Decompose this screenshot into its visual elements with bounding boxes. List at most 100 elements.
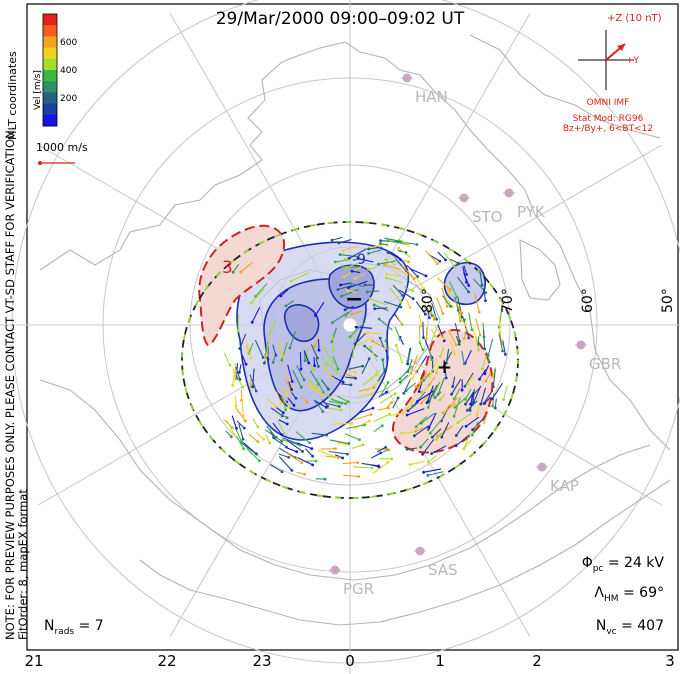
velocity-vector: [357, 257, 374, 263]
station-label-han: HAN: [415, 88, 448, 106]
velocity-vector: [323, 402, 340, 407]
velocity-vector: [441, 295, 451, 307]
velocity-vector: [498, 332, 504, 352]
velocity-vector: [439, 347, 445, 357]
velocity-vector: [466, 400, 478, 411]
lambda-symbol: Λ: [594, 585, 604, 601]
velocity-vector: [427, 346, 433, 360]
velocity-vector: [342, 244, 359, 252]
velocity-vector: [264, 429, 282, 442]
velocity-vector: [402, 398, 416, 414]
velocity-vector: [476, 402, 481, 416]
velocity-vector: [415, 372, 429, 387]
velocity-vector: [251, 306, 261, 323]
velocity-vector: [389, 287, 402, 303]
velocity-vectors: [222, 236, 508, 481]
heppner-maynard-boundary: [181, 221, 519, 499]
velocity-vector: [415, 427, 424, 432]
imf-z-label: +Z (10 nT): [607, 13, 662, 24]
velocity-vector: [448, 280, 458, 298]
mlt-label-0: 0: [345, 652, 355, 670]
positive-cell-dusk: [198, 224, 286, 347]
velocity-vector: [232, 263, 240, 273]
colorbar-segment: [43, 58, 57, 71]
contour-label-negative: -9: [352, 252, 366, 268]
velocity-vector: [403, 379, 411, 394]
velocity-vector: [467, 376, 475, 385]
velocity-vector: [276, 411, 288, 419]
imf-condition: Bz+/By+, 6<BT<12: [562, 124, 654, 134]
velocity-vector: [329, 439, 349, 445]
velocity-vector: [484, 365, 490, 374]
velocity-vector: [279, 391, 290, 408]
map-frame: [26, 3, 679, 651]
velocity-vector: [420, 438, 429, 448]
velocity-vector: [444, 404, 450, 413]
velocity-vector: [297, 457, 313, 466]
velocity-vector: [494, 398, 497, 409]
velocity-vector: [278, 456, 293, 471]
velocity-vector: [453, 387, 461, 400]
velocity-vector: [370, 452, 381, 459]
velocity-vector: [231, 415, 237, 429]
velocity-vector: [290, 272, 310, 282]
velocity-vector: [352, 337, 356, 357]
velocity-vector: [238, 424, 244, 440]
mlt-label-22: 22: [157, 652, 177, 670]
velocity-vector: [463, 439, 473, 450]
velocity-vector: [329, 374, 344, 383]
nrads-value: = 7: [78, 618, 104, 634]
velocity-vector: [374, 307, 388, 310]
velocity-vector: [331, 236, 343, 241]
nvc-value: = 407: [621, 618, 664, 634]
station-label-kap: KAP: [550, 477, 579, 495]
velocity-vector: [351, 444, 364, 449]
velocity-vector: [378, 318, 393, 331]
velocity-vector: [457, 413, 472, 424]
velocity-vector: [348, 248, 367, 259]
velocity-vector: [369, 346, 378, 362]
imf-vector-head: [617, 44, 625, 51]
nvc-subscript: vc: [606, 626, 617, 637]
velocity-vector: [502, 340, 506, 355]
colorbar-tick-600: 600: [60, 38, 78, 48]
nvc-symbol: N: [595, 618, 607, 634]
velocity-vector: [412, 391, 426, 407]
velocity-vector: [225, 419, 235, 436]
velocity-vector: [313, 356, 316, 366]
velocity-vector: [407, 408, 425, 416]
velocity-vector: [236, 420, 245, 429]
mlt-label-21: 21: [24, 652, 44, 670]
colorbar-segment: [43, 103, 57, 116]
velocity-vector: [241, 355, 247, 365]
velocity-vector: [347, 365, 363, 370]
velocity-vector: [372, 461, 389, 475]
velocity-vector: [397, 238, 409, 245]
fit-order-line: FitOrder: 8, mapEX format: [16, 489, 30, 640]
velocity-vector: [461, 350, 465, 364]
velocity-vector: [436, 297, 444, 314]
velocity-vector: [387, 240, 407, 245]
vector-count: Nvc = 407: [596, 618, 664, 637]
velocity-vector: [285, 378, 292, 392]
velocity-vector: [420, 412, 436, 424]
colorbar-tick-200: 200: [60, 94, 78, 104]
velocity-vector: [331, 422, 352, 425]
velocity-vector: [385, 259, 396, 266]
velocity-vector: [417, 390, 434, 402]
velocity-vector: [314, 336, 320, 348]
velocity-vector: [423, 372, 431, 381]
velocity-vector: [379, 393, 396, 404]
velocity-vector: [474, 293, 480, 313]
velocity-vector: [449, 258, 459, 264]
velocity-vector: [301, 395, 308, 403]
velocity-vector: [281, 397, 287, 410]
velocity-vector: [392, 285, 404, 296]
velocity-vector: [398, 289, 414, 300]
cross-polar-potential: Φpc = 24 kV: [582, 555, 664, 574]
velocity-vector: [463, 327, 468, 339]
velocity-vector: [465, 416, 480, 427]
colorbar-segment: [43, 92, 57, 104]
velocity-vector: [223, 352, 231, 366]
velocity-vector: [464, 349, 472, 364]
